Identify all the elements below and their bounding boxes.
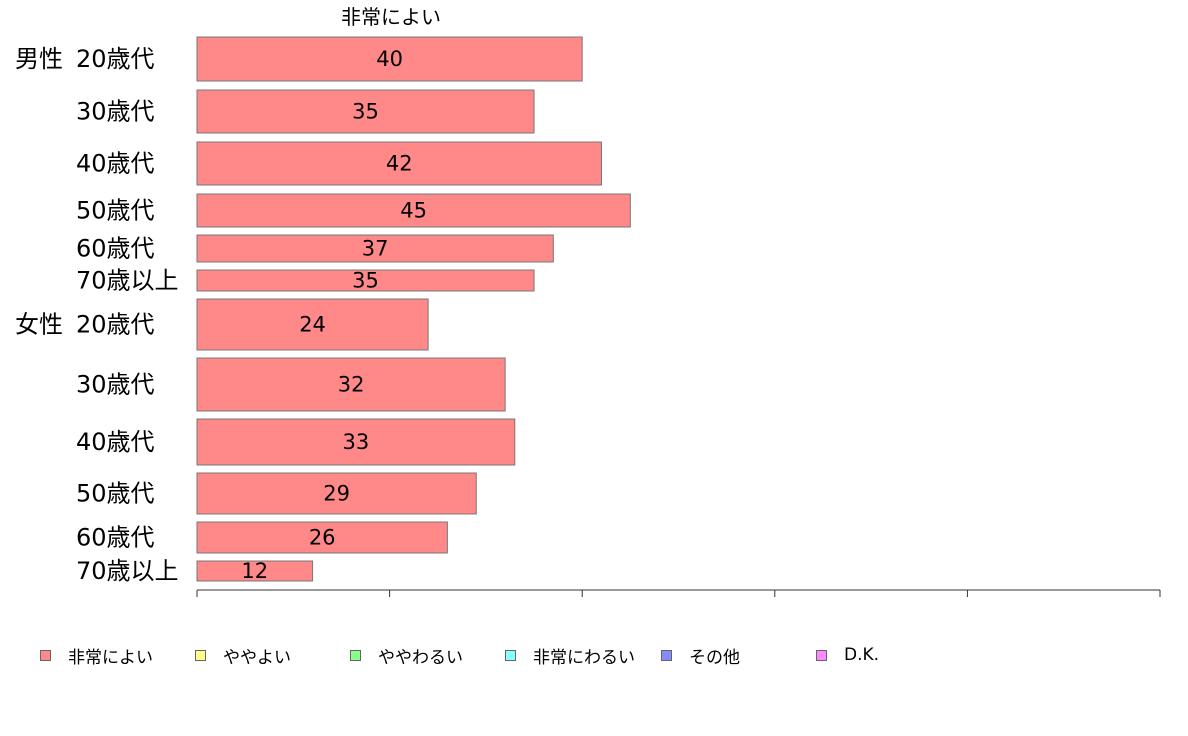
bar-chart: 非常によい 4020歳代男性3530歳代4240歳代4550歳代3760歳代35…	[15, 5, 1161, 597]
data-label: 45	[400, 199, 427, 223]
category-label: 60歳代	[76, 235, 155, 263]
category-label: 60歳代	[76, 524, 155, 552]
legend-label: ややわるい	[378, 647, 463, 668]
bar-0-2	[196, 141, 602, 186]
legend-swatch	[505, 649, 516, 661]
data-label: 35	[352, 269, 379, 293]
category-label: 50歳代	[76, 480, 155, 508]
data-label: 24	[299, 313, 326, 337]
category-label: 30歳代	[76, 371, 155, 399]
legend-item: その他	[661, 640, 740, 670]
bar-0-3	[196, 193, 631, 228]
category-label: 40歳代	[76, 150, 155, 178]
category-label: 20歳代	[76, 45, 155, 73]
legend-item: D.K.	[816, 640, 879, 670]
bars: 4020歳代男性3530歳代4240歳代4550歳代3760歳代3570歳以上2…	[15, 36, 631, 585]
data-label: 12	[241, 559, 268, 583]
data-label: 26	[309, 526, 336, 550]
data-label: 32	[338, 373, 365, 397]
bar-0-1	[196, 89, 535, 134]
category-label: 70歳以上	[76, 557, 179, 585]
legend: 非常によい ややよい ややわるい 非常にわるい その他 D.K.	[0, 640, 1188, 670]
bar-0-5	[196, 269, 535, 292]
category-label: 70歳以上	[76, 267, 179, 295]
legend-item: 非常によい	[40, 640, 153, 670]
legend-label: ややよい	[223, 647, 291, 668]
legend-label: その他	[689, 647, 740, 668]
bar-1-5	[196, 560, 314, 582]
legend-label: 非常によい	[68, 647, 153, 668]
bar-1-3	[196, 472, 477, 515]
data-label: 42	[386, 152, 413, 176]
bar-1-2	[196, 418, 516, 466]
data-label: 37	[362, 237, 389, 261]
category-label: 20歳代	[76, 311, 155, 339]
bar-0-0	[196, 36, 583, 82]
category-label: 50歳代	[76, 197, 155, 225]
bar-1-1	[196, 357, 506, 412]
group-label: 女性	[15, 311, 63, 339]
legend-swatch	[195, 649, 206, 661]
data-label: 40	[376, 47, 403, 71]
bar-1-0	[196, 298, 429, 351]
x-axis: 020406080100	[196, 589, 1161, 597]
data-label: 29	[323, 482, 350, 506]
legend-swatch	[350, 649, 361, 661]
legend-swatch	[40, 649, 51, 661]
legend-swatch	[661, 649, 672, 661]
legend-item: ややわるい	[350, 640, 463, 670]
legend-item: 非常にわるい	[505, 640, 635, 670]
bar-1-4	[196, 521, 448, 554]
legend-item: ややよい	[195, 640, 291, 670]
data-label: 33	[343, 430, 370, 454]
chart-title: 非常によい	[341, 5, 441, 29]
group-label: 男性	[15, 45, 63, 73]
legend-label: D.K.	[844, 645, 880, 665]
legend-swatch	[816, 649, 827, 661]
bar-0-4	[196, 234, 554, 263]
data-label: 35	[352, 100, 379, 124]
legend-label: 非常にわるい	[533, 647, 635, 668]
category-label: 30歳代	[76, 98, 155, 126]
category-label: 40歳代	[76, 428, 155, 456]
